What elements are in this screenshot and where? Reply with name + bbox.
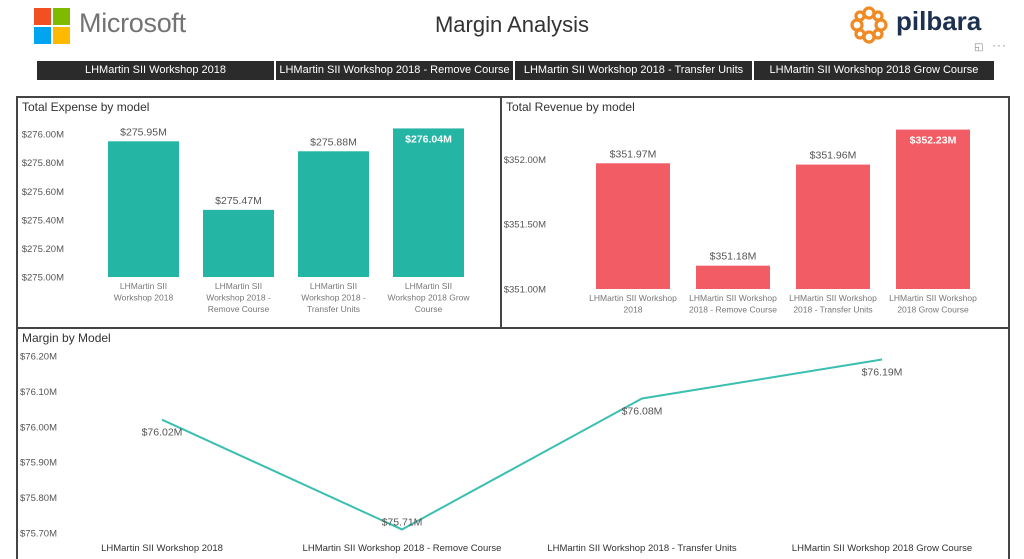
expense-x-tick-label: Workshop 2018: [114, 293, 174, 303]
expense-x-tick-label: LHMartin SII: [215, 281, 262, 291]
microsoft-logo-icon: [34, 8, 70, 44]
pilbara-brand: pilbara: [896, 6, 982, 36]
expense-y-tick-label: $276.00M: [22, 130, 64, 141]
margin-y-tick-label: $75.80M: [20, 493, 57, 504]
revenue-bar: [696, 265, 770, 289]
expense-x-tick-label: LHMartin SII: [405, 281, 452, 291]
revenue-chart-title: Total Revenue by model: [506, 100, 635, 114]
expense-x-tick-label: LHMartin SII: [120, 281, 167, 291]
margin-data-label: $76.08M: [622, 405, 663, 417]
expense-x-tick-label: Workshop 2018 Grow: [387, 293, 470, 303]
more-options-icon[interactable]: ···: [992, 38, 1007, 52]
expense-x-tick-label: Course: [415, 304, 443, 314]
margin-y-tick-label: $76.10M: [20, 387, 57, 398]
expense-x-tick-label: Remove Course: [208, 304, 270, 314]
revenue-y-tick-label: $351.50M: [504, 220, 546, 231]
revenue-x-tick-label: 2018 - Remove Course: [689, 305, 777, 315]
pilbara-logo-icon: [850, 6, 888, 44]
revenue-y-tick-label: $351.00M: [504, 285, 546, 296]
revenue-x-tick-label: 2018: [624, 305, 643, 315]
margin-y-tick-label: $75.90M: [20, 458, 57, 469]
revenue-bar: [796, 164, 870, 289]
tab-remove-course[interactable]: LHMartin SII Workshop 2018 - Remove Cour…: [276, 61, 513, 80]
margin-x-tick-label: LHMartin SII Workshop 2018 - Remove Cour…: [303, 543, 502, 554]
expense-bar: [108, 141, 179, 277]
revenue-bar: [896, 129, 970, 289]
tab-workshop-2018[interactable]: LHMartin SII Workshop 2018: [37, 61, 274, 80]
expense-data-label: $275.47M: [215, 195, 262, 207]
microsoft-brand: Microsoft: [79, 8, 186, 38]
tab-grow-course[interactable]: LHMartin SII Workshop 2018 Grow Course: [754, 61, 994, 80]
expense-x-tick-label: LHMartin SII: [310, 281, 357, 291]
margin-data-label: $76.19M: [862, 367, 903, 379]
margin-series-line: [161, 358, 883, 531]
expense-data-label: $276.04M: [405, 133, 452, 145]
focus-mode-icon[interactable]: ◱: [974, 42, 984, 53]
expense-y-tick-label: $275.80M: [22, 158, 64, 169]
page-title: Margin Analysis: [434, 12, 590, 37]
margin-x-tick-label: LHMartin SII Workshop 2018 - Transfer Un…: [547, 543, 737, 554]
expense-bar: [203, 209, 274, 277]
revenue-x-tick-label: LHMartin SII Workshop: [689, 293, 777, 303]
expense-chart-title: Total Expense by model: [22, 100, 150, 114]
revenue-x-tick-label: 2018 Grow Course: [897, 305, 969, 315]
margin-data-label: $75.71M: [382, 516, 423, 528]
margin-x-tick-label: LHMartin SII Workshop 2018: [101, 543, 223, 554]
revenue-data-label: $351.18M: [710, 251, 757, 263]
revenue-data-label: $352.23M: [910, 135, 957, 147]
expense-y-tick-label: $275.00M: [22, 273, 64, 284]
expense-bar: [298, 151, 369, 277]
expense-data-label: $275.95M: [120, 126, 167, 138]
expense-x-tick-label: Workshop 2018 -: [301, 293, 366, 303]
revenue-data-label: $351.96M: [810, 150, 857, 162]
expense-data-label: $275.88M: [310, 136, 357, 148]
revenue-y-tick-label: $352.00M: [504, 155, 546, 166]
expense-y-tick-label: $275.60M: [22, 187, 64, 198]
expense-x-tick-label: Workshop 2018 -: [206, 293, 271, 303]
expense-y-tick-label: $275.20M: [22, 244, 64, 255]
expense-y-tick-label: $275.40M: [22, 215, 64, 226]
revenue-x-tick-label: LHMartin SII Workshop: [789, 293, 877, 303]
margin-x-tick-label: LHMartin SII Workshop 2018 Grow Course: [792, 543, 972, 554]
revenue-data-label: $351.97M: [610, 148, 657, 160]
margin-chart-title: Margin by Model: [22, 331, 111, 345]
margin-y-tick-label: $76.00M: [20, 422, 57, 433]
revenue-x-tick-label: LHMartin SII Workshop: [589, 293, 677, 303]
revenue-x-tick-label: 2018 - Transfer Units: [793, 305, 872, 315]
expense-x-tick-label: Transfer Units: [307, 304, 360, 314]
margin-y-tick-label: $76.20M: [20, 352, 57, 363]
tab-transfer-units[interactable]: LHMartin SII Workshop 2018 - Transfer Un…: [515, 61, 752, 80]
margin-y-tick-label: $75.70M: [20, 529, 57, 540]
margin-data-label: $76.02M: [142, 427, 183, 439]
expense-bar: [393, 128, 464, 277]
revenue-bar: [596, 163, 670, 289]
revenue-x-tick-label: LHMartin SII Workshop: [889, 293, 977, 303]
